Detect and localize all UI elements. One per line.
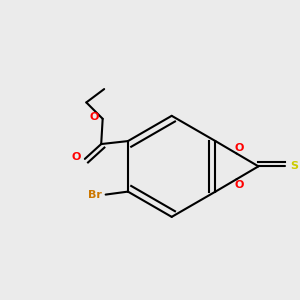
- Text: Br: Br: [88, 190, 102, 200]
- Text: O: O: [90, 112, 99, 122]
- Text: S: S: [290, 161, 298, 171]
- Text: O: O: [234, 180, 244, 190]
- Text: O: O: [71, 152, 81, 162]
- Text: O: O: [234, 142, 244, 152]
